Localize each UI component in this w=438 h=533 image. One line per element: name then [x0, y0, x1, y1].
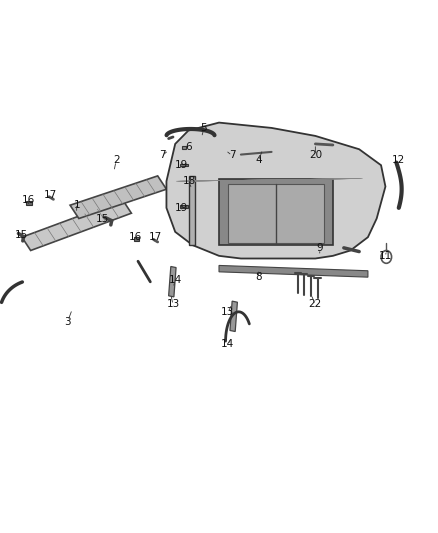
- Bar: [134, 237, 139, 241]
- Text: 7: 7: [159, 150, 166, 159]
- Polygon shape: [219, 179, 333, 245]
- Text: 17: 17: [149, 232, 162, 242]
- Polygon shape: [180, 164, 188, 166]
- Text: 5: 5: [200, 123, 207, 133]
- Polygon shape: [182, 146, 186, 149]
- Polygon shape: [166, 123, 385, 259]
- Text: 9: 9: [316, 243, 323, 253]
- Text: 14: 14: [169, 275, 182, 285]
- Text: 22: 22: [309, 299, 322, 309]
- Text: 15: 15: [96, 214, 110, 223]
- Text: 7: 7: [229, 150, 236, 159]
- Text: 19: 19: [175, 160, 188, 170]
- Text: 1: 1: [73, 200, 80, 210]
- Text: 14: 14: [221, 339, 234, 349]
- Polygon shape: [189, 176, 195, 245]
- Polygon shape: [219, 265, 368, 277]
- Text: 4: 4: [255, 155, 262, 165]
- Polygon shape: [22, 200, 131, 251]
- Text: 6: 6: [185, 142, 192, 151]
- Text: 16: 16: [22, 195, 35, 205]
- Text: 16: 16: [129, 232, 142, 242]
- Polygon shape: [169, 266, 176, 297]
- Text: 8: 8: [255, 272, 262, 282]
- Text: 18: 18: [183, 176, 196, 186]
- Polygon shape: [70, 176, 166, 219]
- Text: 17: 17: [44, 190, 57, 199]
- Text: 13: 13: [166, 299, 180, 309]
- Text: 13: 13: [221, 307, 234, 317]
- Polygon shape: [180, 205, 188, 208]
- Text: 11: 11: [379, 251, 392, 261]
- Polygon shape: [230, 301, 237, 332]
- Text: 12: 12: [392, 155, 405, 165]
- Bar: [26, 201, 32, 205]
- Text: 19: 19: [175, 203, 188, 213]
- Text: 20: 20: [309, 150, 322, 159]
- Polygon shape: [228, 184, 324, 243]
- Text: 2: 2: [113, 155, 120, 165]
- Text: 3: 3: [64, 318, 71, 327]
- Text: 15: 15: [15, 230, 28, 239]
